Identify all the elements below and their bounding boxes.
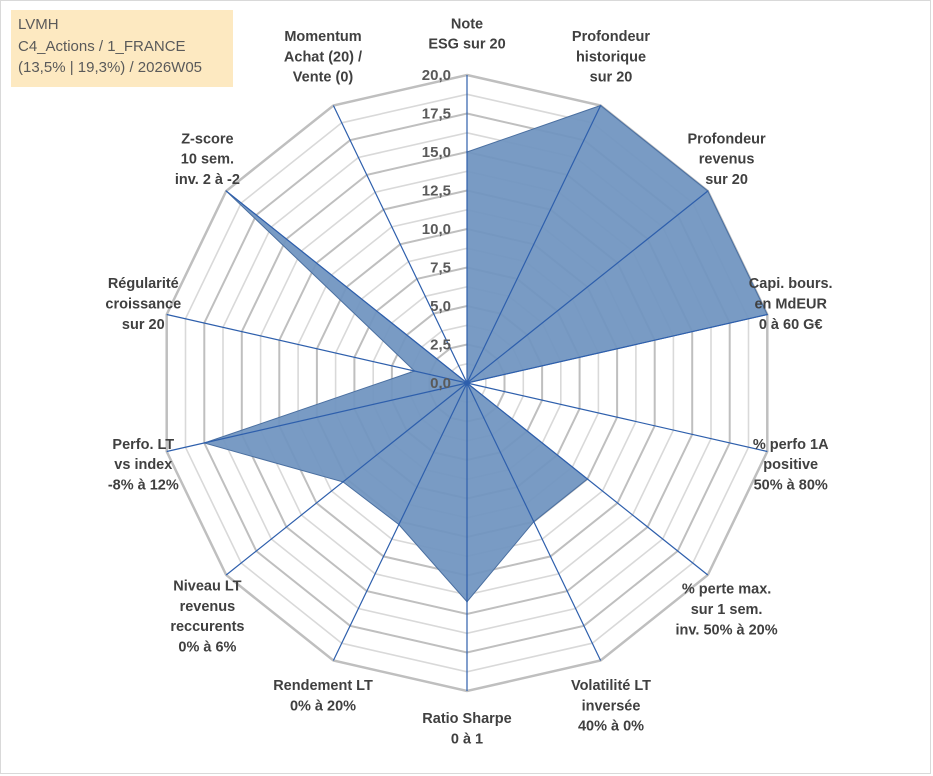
portfolio-line: C4_Actions / 1_FRANCE	[18, 37, 186, 55]
axis-label-0: Note ESG sur 20	[428, 16, 505, 52]
axis-spoke	[466, 382, 602, 661]
spoke-layer	[166, 75, 768, 691]
axis-label-2: Profondeur revenus sur 20	[688, 131, 766, 188]
axis-spoke	[332, 382, 468, 661]
company-name: LVMH	[18, 16, 59, 33]
axis-label-4: % perfo 1A positive 50% à 80%	[753, 437, 829, 494]
tick-label: 20,0	[422, 67, 451, 84]
axis-spoke	[166, 313, 468, 384]
axis-label-7: Ratio Sharpe 0 à 1	[422, 711, 511, 747]
axis-spoke	[225, 190, 468, 384]
axis-label-3: Capi. bours. en MdEUR 0 à 60 G€	[749, 276, 833, 333]
tick-label: 12,5	[422, 183, 451, 200]
axis-label-10: Perfo. LT vs index -8% à 12%	[108, 437, 179, 494]
axis-label-6: Volatilité LT inversée 40% à 0%	[571, 678, 651, 735]
axis-label: Régularité croissance sur 20	[105, 276, 181, 333]
axis-label: Ratio Sharpe 0 à 1	[422, 711, 511, 747]
axis-spoke	[466, 105, 602, 384]
tick-label: 7,5	[430, 260, 451, 277]
stats-line: (13,5% | 19,3%) / 2026W05	[18, 59, 202, 76]
axis-label: % perfo 1A positive 50% à 80%	[753, 437, 829, 494]
axis-label: Momentum Achat (20) / Vente (0)	[284, 29, 362, 86]
tick-label: 10,0	[422, 221, 451, 238]
tick-label: 15,0	[422, 144, 451, 161]
tick-label: 0,0	[430, 375, 451, 392]
axis-label: Rendement LT 0% à 20%	[273, 678, 373, 714]
axis-spoke	[225, 382, 468, 576]
tick-label: 2,5	[430, 337, 451, 354]
axis-label: Profondeur revenus sur 20	[688, 131, 766, 188]
series-area	[202, 104, 769, 603]
axis-label-11: Régularité croissance sur 20	[105, 276, 181, 333]
axis-spoke	[332, 105, 468, 384]
axis-spoke	[466, 313, 768, 384]
tick-label: 17,5	[422, 106, 451, 123]
axis-spoke	[166, 382, 468, 453]
axis-label: Volatilité LT inversée 40% à 0%	[571, 678, 651, 735]
tick-label: 5,0	[430, 298, 451, 315]
axis-label: Perfo. LT vs index -8% à 12%	[108, 437, 179, 494]
axis-label-8: Rendement LT 0% à 20%	[273, 678, 373, 714]
axis-label: Note ESG sur 20	[428, 16, 505, 52]
axis-label-13: Momentum Achat (20) / Vente (0)	[284, 29, 362, 86]
axis-label: Z-score 10 sem. inv. 2 à -2	[175, 131, 240, 188]
label-layer: Note ESG sur 20 Profondeur historique sur 20…	[105, 16, 832, 747]
axis-label-9: Niveau LT revenus reccurents 0% à 6%	[170, 579, 244, 656]
info-box: LVMH C4_Actions / 1_FRANCE (13,5% | 19,3…	[11, 10, 233, 87]
axis-spoke	[466, 190, 709, 384]
axis-label: Profondeur historique sur 20	[572, 29, 650, 86]
axis-label-5: % perte max. sur 1 sem. inv. 50% à 20%	[676, 582, 778, 639]
axis-label: % perte max. sur 1 sem. inv. 50% à 20%	[676, 582, 778, 639]
axis-label-1: Profondeur historique sur 20	[572, 29, 650, 86]
axis-label-12: Z-score 10 sem. inv. 2 à -2	[175, 131, 240, 188]
tick-layer: 0,0 2,5 5,0 7,5 10,0 12,5 15,0 17,5 20,0	[422, 67, 451, 392]
axis-label: Niveau LT revenus reccurents 0% à 6%	[170, 579, 244, 656]
axis-spoke	[466, 382, 768, 453]
axis-label: Capi. bours. en MdEUR 0 à 60 G€	[749, 276, 833, 333]
axis-spoke	[466, 382, 709, 576]
